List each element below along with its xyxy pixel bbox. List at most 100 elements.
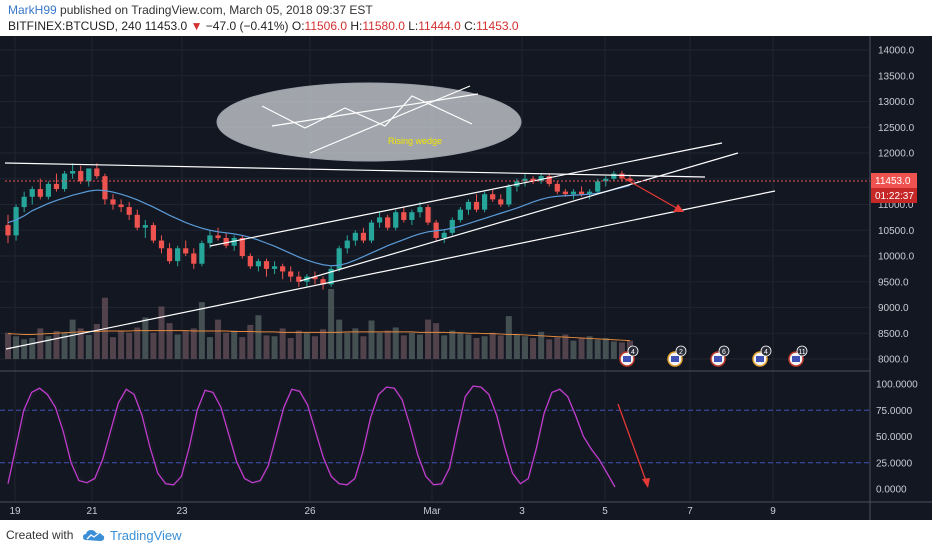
time-tick-label: 26 bbox=[304, 506, 316, 517]
candle bbox=[312, 271, 318, 285]
tradingview-cloud-icon bbox=[83, 530, 105, 541]
candle bbox=[199, 240, 205, 267]
event-marker[interactable]: 2 bbox=[667, 345, 687, 367]
candle bbox=[417, 201, 423, 218]
volume-bar bbox=[118, 330, 125, 359]
volume-bar bbox=[344, 332, 351, 359]
price-tick-label: 13000.0 bbox=[878, 97, 915, 108]
volume-bar bbox=[360, 336, 367, 359]
price-tick-label: 8000.0 bbox=[878, 355, 909, 366]
close-value: 11453.0 bbox=[476, 19, 519, 33]
candle bbox=[393, 209, 399, 231]
chart-svg[interactable]: Rising wedge 4 2 6 4 11 8000.08500.09000.095… bbox=[0, 36, 932, 520]
candle bbox=[263, 258, 270, 277]
event-count: 2 bbox=[679, 349, 683, 356]
volume-bar bbox=[521, 336, 528, 359]
volume-bar bbox=[126, 332, 133, 359]
volume-bar bbox=[441, 335, 448, 359]
last-price: 11453.0 bbox=[144, 19, 188, 33]
event-marker[interactable]: 4 bbox=[752, 345, 772, 367]
candle bbox=[506, 183, 512, 208]
stochastic-tick-label: 100.0000 bbox=[876, 380, 918, 391]
stochastic-tick-label: 0.0000 bbox=[876, 485, 907, 496]
volume-bar bbox=[223, 332, 230, 359]
volume-bar bbox=[352, 328, 359, 359]
candle bbox=[522, 173, 528, 187]
volume-bar bbox=[279, 328, 286, 359]
volume-bar bbox=[53, 331, 60, 359]
volume-bar bbox=[392, 327, 399, 359]
volume-bar bbox=[37, 328, 44, 359]
candle bbox=[441, 230, 447, 244]
candle bbox=[376, 212, 383, 228]
price-tick-label: 10500.0 bbox=[878, 226, 915, 237]
candle bbox=[546, 173, 552, 187]
candle bbox=[126, 201, 132, 220]
volume-bar bbox=[425, 319, 432, 359]
candle bbox=[21, 191, 27, 213]
candle bbox=[368, 219, 375, 244]
chart-header: MarkH99 published on TradingView.com, Ma… bbox=[0, 0, 932, 36]
volume-bar bbox=[489, 332, 496, 359]
candle bbox=[175, 245, 181, 267]
candle bbox=[247, 253, 253, 269]
time-tick-label: 5 bbox=[602, 506, 608, 517]
event-count: 11 bbox=[798, 349, 805, 356]
candle bbox=[5, 214, 11, 244]
volume-bar bbox=[449, 330, 456, 359]
volume-bar bbox=[93, 324, 100, 359]
volume-bar bbox=[546, 339, 553, 359]
volume-bar bbox=[368, 320, 375, 359]
volume-bar bbox=[303, 332, 310, 359]
time-tick-label: 19 bbox=[9, 506, 21, 517]
volume-bar bbox=[384, 330, 391, 359]
volume-bar bbox=[578, 338, 585, 359]
candle bbox=[304, 274, 310, 287]
volume-bar bbox=[538, 331, 545, 359]
candle bbox=[223, 232, 229, 249]
moving-average-line bbox=[7, 184, 631, 267]
volume-bar bbox=[61, 332, 68, 359]
tradingview-brand[interactable]: TradingView bbox=[110, 528, 182, 543]
volume-bar bbox=[158, 306, 165, 359]
author-link[interactable]: MarkH99 bbox=[8, 3, 57, 17]
stoch-arrow bbox=[617, 403, 647, 482]
projection-arrow-head bbox=[673, 204, 684, 212]
time-axis[interactable]: 19 21 23 26 Mar 3 5 7 9 bbox=[9, 506, 776, 517]
volume-pane bbox=[5, 289, 633, 359]
annotation-text: Rising wedge bbox=[388, 136, 442, 146]
candle bbox=[360, 227, 367, 244]
down-triangle-icon: ▼ bbox=[190, 19, 203, 33]
volume-bar bbox=[206, 337, 213, 359]
candle bbox=[538, 173, 544, 184]
stochastic-tick-label: 25.0000 bbox=[876, 458, 913, 469]
event-marker[interactable]: 11 bbox=[788, 345, 808, 367]
publish-info: MarkH99 published on TradingView.com, Ma… bbox=[8, 3, 373, 17]
event-marker[interactable]: 6 bbox=[710, 345, 730, 367]
stochastic-axis[interactable]: 0.0000 25.0000 50.0000 75.0000 100.0000 bbox=[876, 380, 918, 496]
candle bbox=[498, 194, 504, 208]
candle bbox=[570, 189, 577, 200]
candle bbox=[191, 248, 197, 269]
candle bbox=[288, 266, 294, 282]
candle bbox=[280, 263, 286, 280]
volume-bar bbox=[85, 334, 92, 359]
volume-bar bbox=[255, 315, 262, 359]
candle bbox=[118, 199, 124, 213]
volume-bar bbox=[481, 336, 488, 359]
volume-bar bbox=[166, 323, 173, 359]
volume-bar bbox=[433, 323, 440, 359]
resistance-line bbox=[4, 162, 706, 178]
chart-area[interactable]: Rising wedge 4 2 6 4 11 8000.0 8500.0 9000.0 95… bbox=[0, 36, 932, 520]
candle bbox=[255, 258, 262, 272]
volume-bar bbox=[150, 332, 157, 359]
volume-bar bbox=[311, 336, 318, 359]
event-marker[interactable]: 4 bbox=[619, 345, 639, 367]
projection-arrow bbox=[621, 176, 681, 211]
candle bbox=[150, 222, 157, 244]
symbol-label: BITFINEX:BTCUSD, 240 bbox=[8, 19, 142, 33]
candle bbox=[336, 245, 342, 272]
event-markers[interactable]: 4 2 6 4 11 bbox=[619, 345, 808, 367]
price-axis[interactable]: 8000.0 8500.0 9000.0 9500.0 10000.0 10500.0 11… bbox=[878, 46, 915, 366]
rising-wedge-annotation[interactable]: Rising wedge bbox=[216, 82, 522, 162]
